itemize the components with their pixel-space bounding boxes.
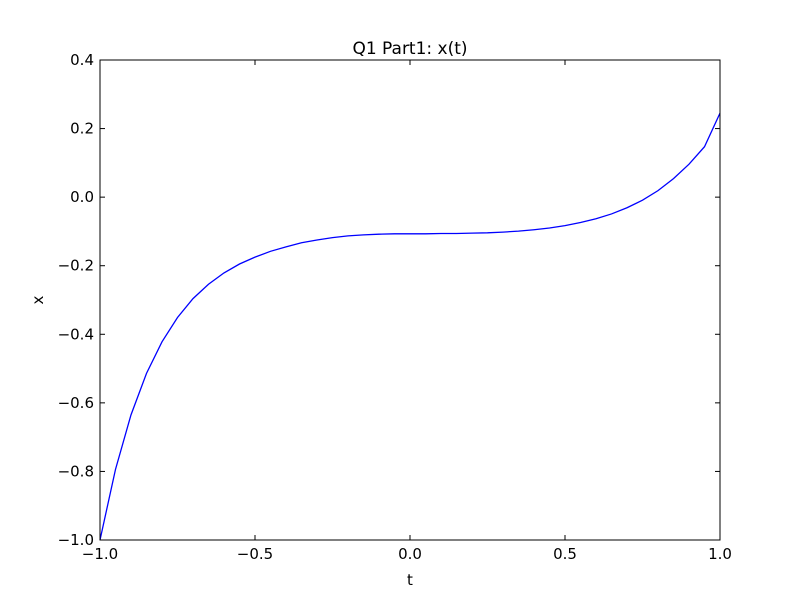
plot-frame [99, 59, 721, 541]
axis-tick-labels: −1.0 −0.5 0.0 0.5 1.0 −1.0 −0.8 −0.6 −0.4 −0.2 0.0… [58, 51, 732, 563]
x-tick-label: −1.0 [82, 545, 118, 563]
chart-title: Q1 Part1: x(t) [352, 39, 467, 59]
y-tick-label: −0.6 [58, 394, 94, 412]
x-axis-label: t [407, 571, 413, 589]
y-axis-label: x [29, 295, 47, 304]
y-tick-label: 0.2 [70, 120, 94, 138]
x-tick-label: 1.0 [708, 545, 732, 563]
x-tick-label: 0.5 [553, 545, 577, 563]
y-tick-label: 0.0 [70, 188, 94, 206]
y-tick-label: −1.0 [58, 531, 94, 549]
y-tick-label: −0.4 [58, 325, 94, 343]
series-line [99, 112, 721, 541]
y-tick-label: −0.8 [58, 462, 94, 480]
x-tick-label: −0.5 [237, 545, 273, 563]
y-tick-label: 0.4 [70, 51, 94, 69]
x-tick-label: 0.0 [398, 545, 422, 563]
y-tick-label: −0.2 [58, 257, 94, 275]
